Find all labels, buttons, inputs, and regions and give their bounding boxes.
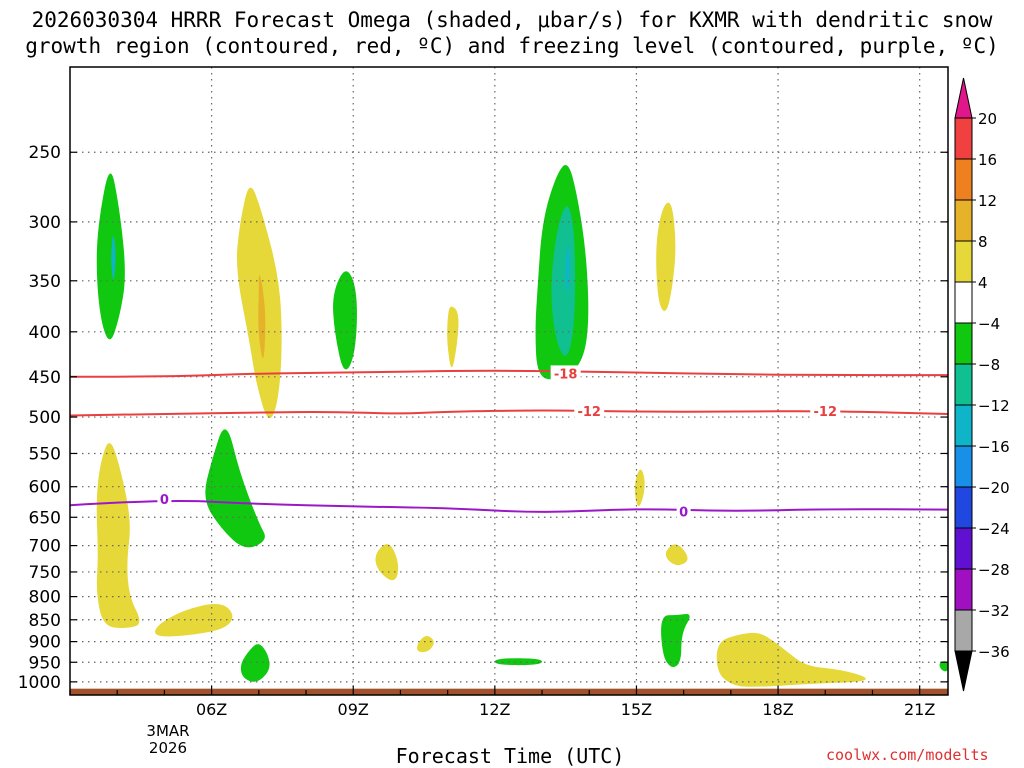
colorbar-box-12 [954,568,973,611]
credit-link[interactable]: coolwx.com/modelts [826,746,989,764]
y-tick-label-550: 550 [29,444,61,464]
y-tick-label-650: 650 [29,508,61,528]
dgz-minus-12-line [69,409,949,417]
dgz-minus-18-label-bg-1 [550,365,581,381]
x-tick-label-21Z: 21Z [904,700,935,719]
dgz-minus-12-label-bg-1 [574,402,605,418]
omega-region-20 [661,613,690,668]
colorbar-box-11 [954,527,973,570]
omega-region-17 [494,658,542,666]
dgz-minus-12-label-bg-2 [810,402,841,418]
colorbar-label-2: 16 [978,151,997,169]
y-tick-label-750: 750 [29,563,61,583]
omega-region-19 [665,544,688,566]
freezing-level-0-label-1: 0 [160,493,169,508]
x-tick-label-15Z: 15Z [621,700,652,719]
chart-title-line-2: growth region (contoured, red, ºC) and f… [25,34,999,58]
x-tick-label-06Z: 06Z [196,700,227,719]
freezing-level-0-label-bg-2 [676,503,691,519]
dgz-minus-18-label-1: -18 [554,367,578,382]
omega-region-1 [96,173,125,340]
date-label-year: 2026 [148,739,188,757]
omega-region-21 [716,632,866,687]
y-tick-label-850: 850 [29,611,61,631]
colorbar-box-10 [954,486,973,529]
terrain-surface [70,688,948,695]
dgz-minus-18-line [69,369,948,378]
date-label-day: 3MAR [146,722,190,740]
colorbar-label-5: 4 [978,274,988,292]
y-tick-label-350: 350 [29,272,61,292]
omega-region-9 [565,245,570,292]
colorbar-box-8 [954,404,973,447]
colorbar-label-14: −36 [978,643,1010,661]
chart-title-line-1: 2026030304 HRRR Forecast Omega (shaded, … [31,8,993,32]
colorbar-label-1: 20 [978,110,997,128]
omega-region-14 [240,644,270,682]
colorbar-box-13 [954,609,973,652]
colorbar-label-11: −24 [978,520,1010,538]
omega-region-5 [333,271,357,370]
colorbar-label-10: −20 [978,479,1010,497]
y-tick-label-950: 950 [29,653,61,673]
colorbar-label-13: −32 [978,602,1010,620]
colorbar-box-3 [954,199,973,242]
y-tick-label-600: 600 [29,478,61,498]
plot-frame [69,66,949,696]
omega-region-11 [96,443,140,628]
omega-region-10 [656,202,676,311]
omega-region-15 [375,544,399,581]
colorbar-label-12: −28 [978,561,1010,579]
x-tick-label-12Z: 12Z [479,700,510,719]
colorbar-box-5 [954,281,973,324]
dgz-minus-12-label-1: -12 [577,405,601,420]
y-tick-label-700: 700 [29,537,61,557]
colorbar-label-3: 12 [978,192,997,210]
colorbar-box-9 [954,445,973,488]
x-tick-label-09Z: 09Z [338,700,369,719]
colorbar-label-7: −8 [978,356,1000,374]
colorbar-box-4 [954,240,973,283]
omega-region-13 [205,429,265,548]
y-tick-label-500: 500 [29,408,61,428]
colorbar-label-9: −16 [978,438,1010,456]
omega-region-22 [939,661,948,672]
omega-region-18 [634,469,645,507]
y-tick-label-400: 400 [29,323,61,343]
y-tick-label-1000: 1000 [18,673,61,693]
freezing-level-0-label-2: 0 [679,505,688,520]
colorbar-box-2 [954,158,973,201]
y-tick-label-900: 900 [29,633,61,653]
x-tick-label-18Z: 18Z [762,700,793,719]
omega-region-6 [447,306,459,368]
colorbar-bottom-arrow [954,650,973,692]
omega-region-4 [258,275,266,359]
colorbar-label-6: −4 [978,315,1000,333]
freezing-level-0-label-bg-1 [157,491,172,507]
x-axis-label: Forecast Time (UTC) [395,744,625,768]
omega-region-12 [155,604,233,637]
freezing-level-0-line [69,499,949,513]
colorbar-label-4: 8 [978,233,988,251]
colorbar-box-7 [954,363,973,406]
colorbar-top-arrow [954,77,973,119]
omega-region-16 [417,636,434,653]
y-tick-label-450: 450 [29,368,61,388]
dgz-minus-12-label-2: -12 [814,405,838,420]
colorbar-box-1 [954,117,973,160]
omega-region-2 [111,235,116,280]
y-tick-label-250: 250 [29,143,61,163]
colorbar-label-8: −12 [978,397,1010,415]
y-tick-label-800: 800 [29,588,61,608]
y-tick-label-300: 300 [29,213,61,233]
colorbar-box-6 [954,322,973,365]
